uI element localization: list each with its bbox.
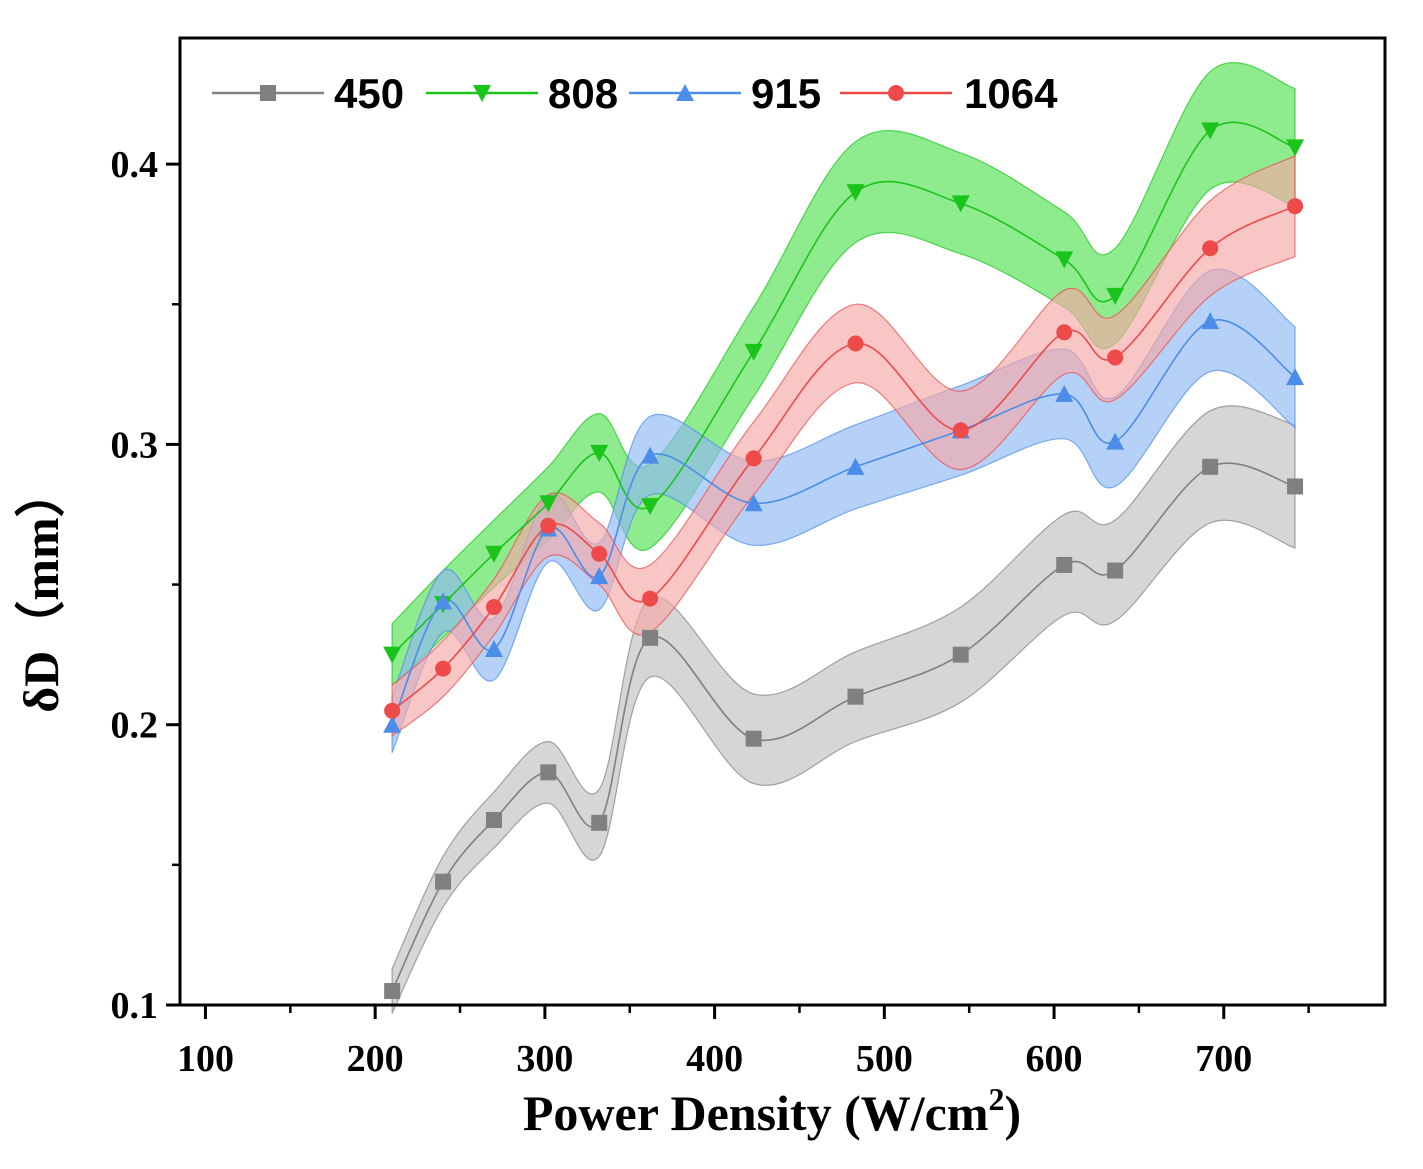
x-tick-label-200: 200 [347,1038,404,1080]
legend-marker-450 [260,85,276,101]
series-line-808 [391,121,1296,656]
point-450-606 [1056,556,1073,573]
point-1064-332 [591,545,608,562]
x-tick-label-100: 100 [177,1038,234,1080]
point-450-362 [642,629,659,646]
legend-label-450: 450 [334,70,404,117]
point-808-332 [590,444,609,462]
legend-label-915: 915 [751,70,821,117]
legend-label-808: 808 [548,70,618,117]
point-1064-742 [1287,198,1304,215]
point-915-483 [846,457,865,475]
y-tick-label-0.3: 0.3 [111,424,159,466]
y-tick-label-0.4: 0.4 [111,144,159,186]
point-450-483 [847,688,864,705]
point-808-545 [951,195,970,213]
point-1064-302 [540,517,557,534]
point-450-270 [485,812,502,829]
point-450-332 [591,814,608,831]
point-915-210 [383,715,402,733]
point-450-302 [540,764,557,781]
point-1064-636 [1107,349,1124,366]
x-axis-title-main: Power Density (W/cm [523,1085,989,1141]
point-1064-240 [435,660,452,677]
y-tick-label-0.1: 0.1 [111,985,159,1027]
point-808-692 [1201,122,1220,140]
point-1064-423 [745,450,762,467]
point-450-545 [952,646,969,663]
point-915-742 [1286,368,1305,386]
point-808-362 [641,498,660,516]
point-1064-270 [485,598,502,615]
x-axis-title: Power Density (W/cm2) [523,1081,1021,1141]
legend-marker-1064 [888,85,904,101]
point-1064-210 [384,702,401,719]
point-915-423 [744,494,763,512]
point-808-302 [539,495,558,513]
x-tick-label-300: 300 [516,1038,573,1080]
legend-marker-915 [676,84,694,101]
x-axis-title-superscript: 2 [988,1081,1004,1117]
point-450-636 [1107,562,1124,579]
point-450-240 [435,873,452,890]
point-808-270 [484,545,503,563]
x-tick-label-400: 400 [686,1038,743,1080]
legend-label-1064: 1064 [964,70,1058,117]
point-915-362 [641,446,660,464]
point-450-210 [384,982,401,999]
x-tick-label-600: 600 [1026,1038,1083,1080]
point-450-423 [745,730,762,747]
plot-frame [178,36,1387,1007]
markers-layer [383,122,1305,999]
point-1064-545 [952,422,969,439]
point-808-483 [846,184,865,202]
y-axis: 0.1 0.2 0.3 0.4 [111,144,180,1027]
point-1064-606 [1056,324,1073,341]
point-450-742 [1287,478,1304,495]
point-450-692 [1202,458,1219,475]
point-1064-362 [642,590,659,607]
point-808-606 [1055,251,1074,269]
point-915-240 [434,592,453,610]
x-axis-title-end: ) [1004,1085,1021,1141]
y-axis-title: δD（mm） [13,467,69,712]
point-915-636 [1106,432,1125,450]
point-915-332 [590,567,609,585]
bands-layer [391,62,1296,1014]
legend-marker-808 [473,85,491,102]
point-808-423 [744,343,763,361]
point-915-606 [1055,384,1074,402]
x-tick-label-700: 700 [1195,1038,1252,1080]
x-axis: 100 200 300 400 500 600 700 [177,1005,1310,1080]
point-808-210 [383,646,402,664]
y-tick-label-0.2: 0.2 [111,705,159,747]
x-tick-label-500: 500 [856,1038,913,1080]
point-915-270 [484,640,503,658]
point-1064-483 [847,335,864,352]
point-808-742 [1286,139,1305,157]
legend: 450 808 915 1064 [212,70,1058,117]
point-1064-692 [1202,240,1219,257]
point-808-636 [1106,287,1125,305]
point-915-692 [1201,312,1220,330]
